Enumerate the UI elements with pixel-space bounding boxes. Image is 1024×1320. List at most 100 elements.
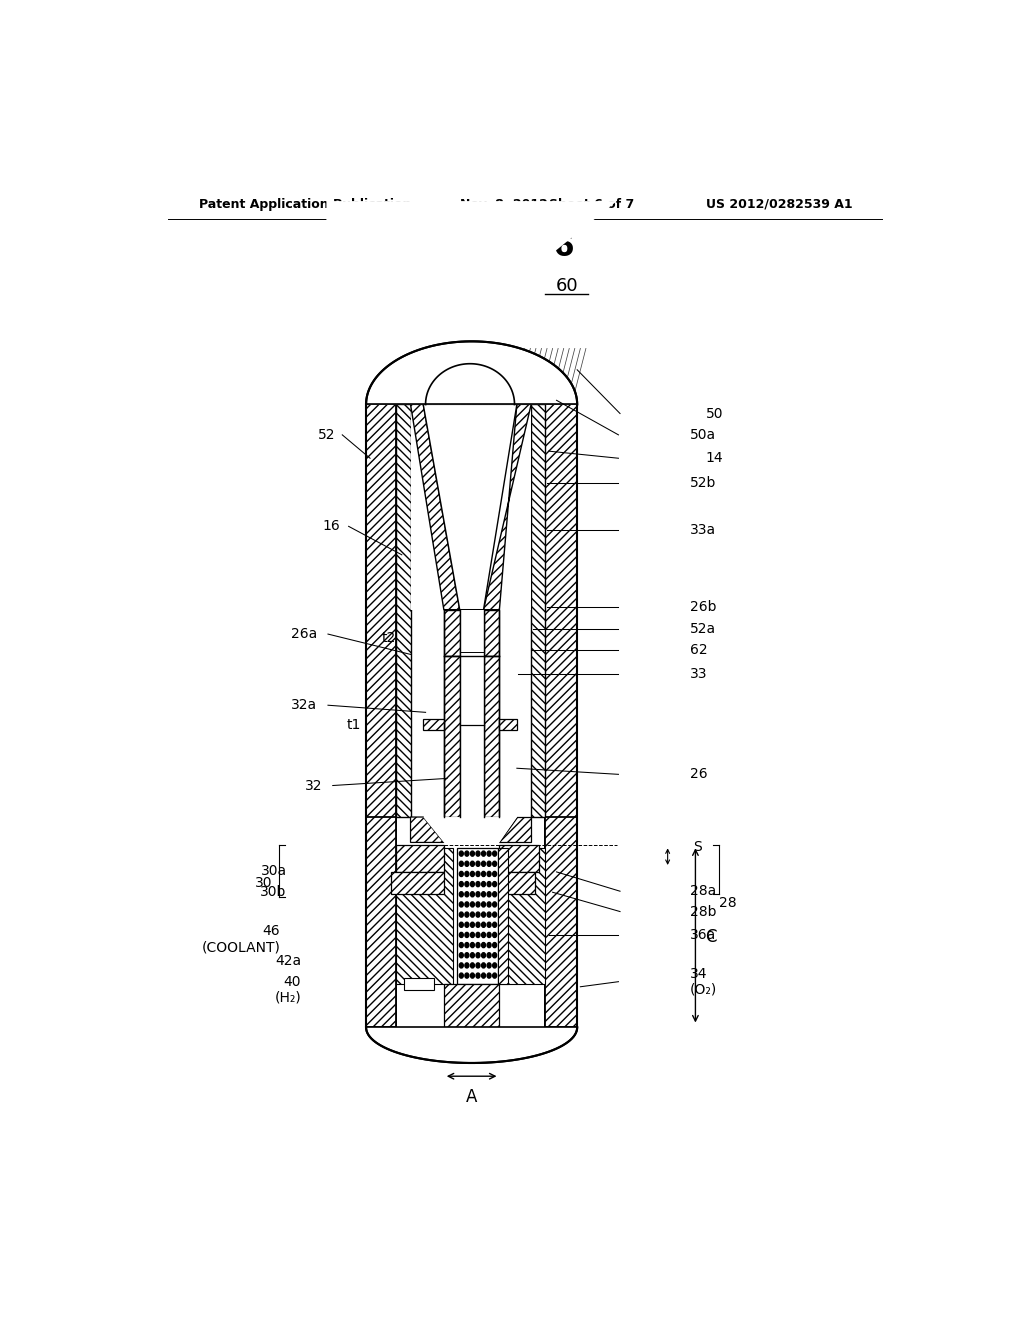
Bar	[483, 610, 500, 656]
Polygon shape	[423, 404, 517, 610]
Text: 36a: 36a	[690, 928, 716, 942]
Bar	[443, 983, 500, 1027]
Text: 26: 26	[690, 767, 708, 781]
Circle shape	[470, 932, 474, 937]
Bar	[367, 817, 396, 1027]
Circle shape	[481, 932, 485, 937]
Polygon shape	[500, 817, 531, 842]
Bar	[546, 404, 578, 1027]
Circle shape	[476, 953, 480, 958]
Polygon shape	[426, 364, 514, 404]
Bar	[458, 847, 498, 983]
Bar	[396, 847, 454, 983]
Bar	[404, 978, 434, 990]
Circle shape	[476, 861, 480, 866]
Circle shape	[476, 973, 480, 978]
Text: 32: 32	[305, 779, 323, 792]
Bar	[460, 656, 483, 817]
Circle shape	[465, 882, 469, 887]
Circle shape	[470, 953, 474, 958]
Circle shape	[493, 851, 497, 857]
Text: 28: 28	[719, 896, 737, 911]
Circle shape	[487, 973, 492, 978]
Bar	[500, 873, 536, 894]
Circle shape	[460, 851, 463, 857]
Circle shape	[481, 892, 485, 896]
Bar	[546, 817, 578, 1027]
Bar	[443, 610, 460, 656]
Circle shape	[476, 932, 480, 937]
Circle shape	[460, 861, 463, 866]
Circle shape	[481, 973, 485, 978]
Circle shape	[476, 923, 480, 928]
Text: 33: 33	[690, 667, 708, 681]
Circle shape	[481, 912, 485, 917]
Text: Sheet 6 of 7: Sheet 6 of 7	[549, 198, 634, 211]
Text: 30a: 30a	[260, 863, 287, 878]
Text: 46
(COOLANT): 46 (COOLANT)	[202, 924, 281, 954]
Bar	[411, 404, 531, 610]
Text: 52a: 52a	[690, 622, 716, 636]
Circle shape	[465, 892, 469, 896]
Circle shape	[493, 953, 497, 958]
Circle shape	[460, 902, 463, 907]
Polygon shape	[423, 817, 517, 842]
Circle shape	[465, 923, 469, 928]
Circle shape	[465, 912, 469, 917]
Circle shape	[465, 962, 469, 968]
Circle shape	[460, 882, 463, 887]
Text: 28b: 28b	[690, 904, 717, 919]
Polygon shape	[411, 404, 460, 610]
Circle shape	[481, 923, 485, 928]
Circle shape	[460, 942, 463, 948]
Text: 50: 50	[706, 407, 723, 421]
Bar	[460, 610, 483, 656]
Text: FIG. 6: FIG. 6	[474, 234, 575, 263]
Circle shape	[470, 851, 474, 857]
Text: Nov. 8, 2012: Nov. 8, 2012	[460, 198, 548, 211]
Circle shape	[476, 902, 480, 907]
Circle shape	[487, 923, 492, 928]
Text: US 2012/0282539 A1: US 2012/0282539 A1	[706, 198, 852, 211]
Circle shape	[470, 942, 474, 948]
Circle shape	[465, 871, 469, 876]
Circle shape	[487, 871, 492, 876]
Circle shape	[493, 882, 497, 887]
Circle shape	[493, 973, 497, 978]
Circle shape	[481, 962, 485, 968]
Text: C: C	[705, 928, 717, 946]
Circle shape	[470, 892, 474, 896]
Text: 30b: 30b	[260, 886, 287, 899]
Polygon shape	[327, 201, 616, 404]
Circle shape	[470, 902, 474, 907]
Bar	[531, 404, 546, 817]
Circle shape	[487, 892, 492, 896]
Circle shape	[476, 871, 480, 876]
Text: t1: t1	[347, 718, 361, 731]
Text: A: A	[466, 1089, 477, 1106]
Circle shape	[493, 902, 497, 907]
Circle shape	[470, 973, 474, 978]
Text: 16: 16	[323, 519, 341, 533]
Circle shape	[481, 953, 485, 958]
Circle shape	[460, 892, 463, 896]
Text: 50a: 50a	[690, 428, 716, 442]
Bar	[443, 656, 460, 817]
Circle shape	[465, 973, 469, 978]
Circle shape	[460, 953, 463, 958]
Text: 34
(O₂): 34 (O₂)	[690, 966, 717, 997]
Circle shape	[465, 861, 469, 866]
Circle shape	[487, 861, 492, 866]
Circle shape	[476, 912, 480, 917]
Circle shape	[460, 962, 463, 968]
Circle shape	[487, 932, 492, 937]
Circle shape	[470, 882, 474, 887]
Circle shape	[470, 912, 474, 917]
Bar	[396, 404, 411, 817]
Text: 60: 60	[556, 277, 579, 296]
Circle shape	[481, 942, 485, 948]
Bar	[367, 404, 396, 1027]
Circle shape	[476, 962, 480, 968]
Circle shape	[493, 932, 497, 937]
Polygon shape	[411, 817, 443, 842]
